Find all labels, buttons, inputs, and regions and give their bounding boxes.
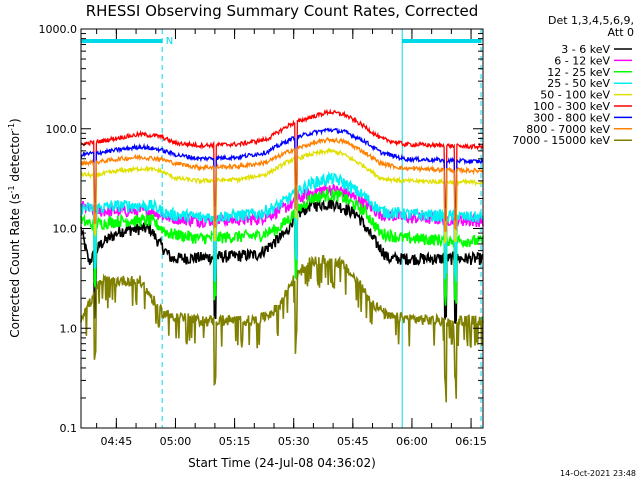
series-line: [80, 170, 484, 282]
plot-area: N: [80, 29, 484, 428]
legend-label: 12 - 25 keV: [547, 66, 610, 79]
y-tick-label: 0.1: [60, 422, 78, 435]
legend-label: 300 - 800 keV: [533, 111, 610, 124]
y-tick-label: 100.0: [46, 123, 78, 136]
x-axis-label: Start Time (24-Jul-08 04:36:02): [188, 456, 376, 470]
footer-date: 14-Oct-2021 23:48: [560, 469, 636, 478]
legend-label: 50 - 100 keV: [540, 89, 610, 102]
x-tick-label: 05:45: [337, 435, 369, 448]
y-axis-label-main: Corrected Count Rate (s: [8, 193, 22, 337]
y-tick-label: 10.0: [53, 223, 78, 236]
legend-label: 3 - 6 keV: [561, 43, 610, 56]
series-line: [80, 108, 484, 209]
x-tick-label: 04:45: [101, 435, 133, 448]
series-line: [80, 127, 484, 223]
y-axis-label-sup1: -1: [7, 185, 16, 193]
y-tick-label: 1000.0: [39, 23, 78, 36]
legend-label: 7000 - 15000 keV: [512, 134, 610, 147]
legend-header-line-1: Det 1,3,4,5,6,9,: [548, 14, 634, 27]
x-axis: 04:45 05:00 05:15 05:30 05:45 06:00 06:15: [96, 29, 487, 448]
series-line: [80, 255, 484, 403]
legend-header-line-2: Att 0: [608, 26, 634, 39]
legend-header: Det 1,3,4,5,6,9, Att 0: [548, 14, 634, 39]
series-line: [80, 187, 484, 306]
x-tick-label: 05:30: [278, 435, 310, 448]
legend-label: 6 - 12 keV: [554, 54, 610, 67]
y-axis: 0.1 1.0 10.0 100.0 1000.0: [39, 23, 483, 435]
series-line: [80, 147, 484, 245]
x-tick-label: 06:15: [455, 435, 487, 448]
chart-title: RHESSI Observing Summary Count Rates, Co…: [86, 2, 479, 20]
y-axis-label-mid: detector: [8, 131, 22, 186]
y-axis-label-sup2: -1: [7, 123, 16, 131]
x-tick-label: 06:00: [396, 435, 428, 448]
legend-label: 100 - 300 keV: [533, 100, 610, 113]
annotation-label: N: [166, 36, 173, 47]
x-tick-label: 05:00: [160, 435, 192, 448]
series-line: [80, 136, 484, 233]
y-axis-label-end: ): [8, 118, 22, 123]
y-axis-label: Corrected Count Rate (s-1 detector-1): [7, 118, 22, 337]
legend-label: 800 - 7000 keV: [526, 123, 610, 136]
y-tick-label: 1.0: [60, 322, 78, 335]
x-tick-label: 05:15: [219, 435, 251, 448]
legend-label: 25 - 50 keV: [547, 77, 610, 90]
series-line: [80, 198, 484, 324]
